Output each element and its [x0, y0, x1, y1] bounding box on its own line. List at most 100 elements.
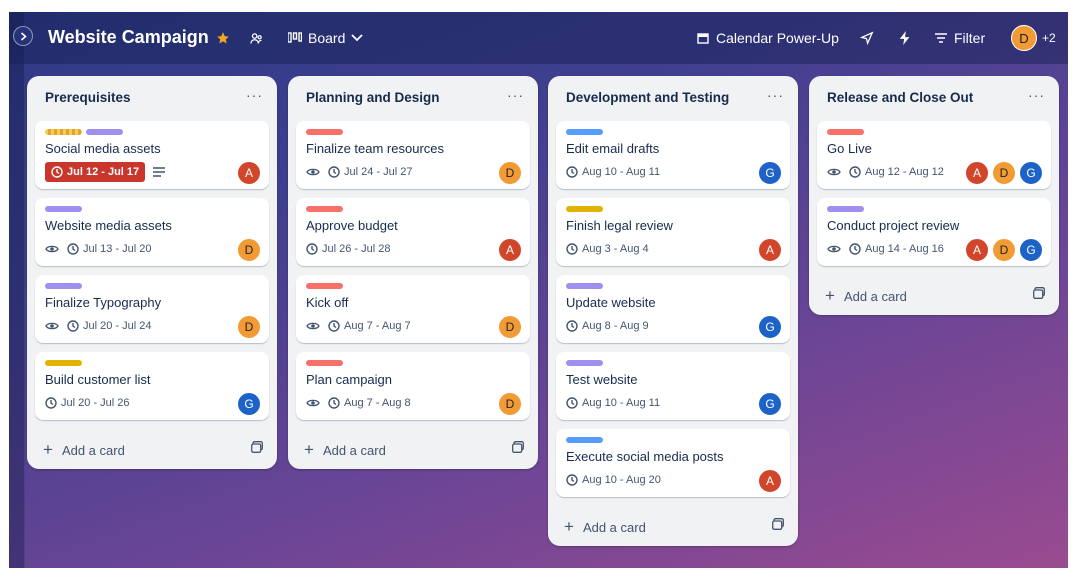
card[interactable]: Finalize Typography Jul 20 - Jul 24 D	[35, 275, 269, 343]
due-date-badge[interactable]: Aug 10 - Aug 11	[566, 166, 660, 178]
member-avatar[interactable]: A	[758, 238, 782, 262]
send-icon[interactable]	[858, 29, 876, 47]
card-label[interactable]	[566, 360, 603, 366]
due-date-badge[interactable]: Jul 13 - Jul 20	[67, 243, 151, 255]
list-title[interactable]: Development and Testing	[566, 90, 730, 105]
card-badges: Jul 24 - Jul 27	[306, 162, 412, 182]
card[interactable]: Edit email drafts Aug 10 - Aug 11 G	[556, 121, 790, 189]
card-template-icon[interactable]	[772, 518, 784, 530]
card[interactable]: Social media assets Jul 12 - Jul 17 A	[35, 121, 269, 189]
due-date-badge[interactable]: Jul 24 - Jul 27	[328, 166, 412, 178]
card[interactable]: Conduct project review Aug 14 - Aug 16 A D G	[817, 198, 1051, 266]
filter-button[interactable]: Filter	[935, 26, 985, 50]
card-labels	[45, 360, 82, 366]
card-template-icon[interactable]	[512, 441, 524, 453]
card-label[interactable]	[306, 360, 343, 366]
card[interactable]: Website media assets Jul 13 - Jul 20 D	[35, 198, 269, 266]
card[interactable]: Approve budget Jul 26 - Jul 28 A	[296, 198, 530, 266]
board-header: Website Campaign Board Calendar Power-Up	[9, 12, 1068, 64]
eye-icon	[827, 167, 841, 177]
add-card-button[interactable]: + Add a card	[43, 440, 125, 460]
member-avatar[interactable]: G	[758, 392, 782, 416]
card[interactable]: Finalize team resources Jul 24 - Jul 27 D	[296, 121, 530, 189]
card[interactable]: Execute social media posts Aug 10 - Aug 2…	[556, 429, 790, 497]
member-avatar[interactable]: A	[237, 161, 261, 185]
member-avatar[interactable]: A	[965, 238, 989, 262]
member-avatar[interactable]: D	[237, 315, 261, 339]
add-card-button[interactable]: + Add a card	[825, 286, 907, 306]
due-date-badge[interactable]: Jul 12 - Jul 17	[45, 162, 146, 182]
due-date-text: Jul 24 - Jul 27	[344, 166, 413, 178]
due-date-badge[interactable]: Aug 8 - Aug 9	[566, 320, 649, 332]
visibility-icon[interactable]	[247, 29, 265, 47]
member-avatar[interactable]: D	[1011, 25, 1037, 51]
member-avatar[interactable]: D	[992, 161, 1016, 185]
due-date-badge[interactable]: Aug 10 - Aug 11	[566, 397, 660, 409]
board-title[interactable]: Website Campaign	[48, 27, 209, 47]
due-date-text: Aug 3 - Aug 4	[582, 243, 649, 255]
due-date-badge[interactable]: Jul 20 - Jul 26	[45, 397, 129, 409]
calendar-powerup-button[interactable]: Calendar Power-Up	[697, 26, 839, 50]
more-icon[interactable]: ···	[507, 87, 524, 103]
add-card-button[interactable]: + Add a card	[564, 517, 646, 537]
card-label[interactable]	[566, 206, 603, 212]
card[interactable]: Kick off Aug 7 - Aug 7 D	[296, 275, 530, 343]
card-label[interactable]	[566, 437, 603, 443]
card-label[interactable]	[306, 283, 343, 289]
due-date-badge[interactable]: Aug 7 - Aug 7	[328, 320, 411, 332]
view-switcher[interactable]: Board	[288, 26, 363, 50]
member-avatar[interactable]: D	[992, 238, 1016, 262]
card-label[interactable]	[45, 129, 82, 135]
more-icon[interactable]: ···	[246, 87, 263, 103]
card-label[interactable]	[827, 129, 864, 135]
card[interactable]: Go Live Aug 12 - Aug 12 A D G	[817, 121, 1051, 189]
card-label[interactable]	[306, 129, 343, 135]
card[interactable]: Finish legal review Aug 3 - Aug 4 A	[556, 198, 790, 266]
expand-sidebar-button[interactable]	[13, 26, 33, 46]
card-label[interactable]	[827, 206, 864, 212]
member-avatar[interactable]: G	[1019, 238, 1043, 262]
member-avatar[interactable]: A	[758, 469, 782, 493]
due-date-badge[interactable]: Aug 10 - Aug 20	[566, 474, 661, 486]
member-avatar[interactable]: A	[965, 161, 989, 185]
card-label[interactable]	[45, 206, 82, 212]
card-title: Website media assets	[45, 218, 172, 233]
card-label[interactable]	[45, 283, 82, 289]
card-label[interactable]	[86, 129, 123, 135]
card[interactable]: Update website Aug 8 - Aug 9 G	[556, 275, 790, 343]
member-avatar[interactable]: D	[498, 315, 522, 339]
due-date-badge[interactable]: Aug 12 - Aug 12	[849, 166, 944, 178]
card-label[interactable]	[566, 283, 603, 289]
card[interactable]: Plan campaign Aug 7 - Aug 8 D	[296, 352, 530, 420]
due-date-badge[interactable]: Aug 14 - Aug 16	[849, 243, 944, 255]
member-avatar[interactable]: G	[1019, 161, 1043, 185]
due-date-badge[interactable]: Jul 26 - Jul 28	[306, 243, 390, 255]
list-title[interactable]: Planning and Design	[306, 90, 440, 105]
member-avatar[interactable]: D	[498, 161, 522, 185]
more-icon[interactable]: ···	[767, 87, 784, 103]
member-avatar[interactable]: A	[498, 238, 522, 262]
card[interactable]: Build customer list Jul 20 - Jul 26 G	[35, 352, 269, 420]
star-icon[interactable]	[214, 29, 232, 47]
card-label[interactable]	[306, 206, 343, 212]
extra-members-count[interactable]: +2	[1042, 31, 1056, 45]
due-date-badge[interactable]: Aug 3 - Aug 4	[566, 243, 649, 255]
card-label[interactable]	[45, 360, 82, 366]
due-date-badge[interactable]: Aug 7 - Aug 8	[328, 397, 411, 409]
member-avatar[interactable]: G	[237, 392, 261, 416]
card[interactable]: Test website Aug 10 - Aug 11 G	[556, 352, 790, 420]
member-avatar[interactable]: G	[758, 315, 782, 339]
member-avatar[interactable]: D	[498, 392, 522, 416]
member-avatar[interactable]: G	[758, 161, 782, 185]
automation-icon[interactable]	[896, 29, 914, 47]
list-title[interactable]: Prerequisites	[45, 90, 131, 105]
more-icon[interactable]: ···	[1028, 87, 1045, 103]
card-template-icon[interactable]	[251, 441, 263, 453]
member-avatar[interactable]: D	[237, 238, 261, 262]
card-label[interactable]	[566, 129, 603, 135]
card-template-icon[interactable]	[1033, 287, 1045, 299]
list-title[interactable]: Release and Close Out	[827, 90, 974, 105]
add-card-button[interactable]: + Add a card	[304, 440, 386, 460]
due-date-badge[interactable]: Jul 20 - Jul 24	[67, 320, 151, 332]
